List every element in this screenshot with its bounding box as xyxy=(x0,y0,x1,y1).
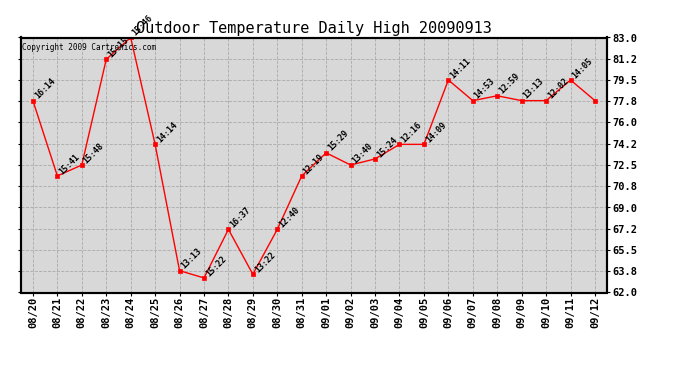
Text: 14:11: 14:11 xyxy=(448,56,473,80)
Text: 15:22: 15:22 xyxy=(204,254,228,278)
Text: 12:59: 12:59 xyxy=(497,72,521,96)
Text: 15:48: 15:48 xyxy=(82,141,106,165)
Text: 15:29: 15:29 xyxy=(326,129,351,153)
Text: 15:24: 15:24 xyxy=(375,135,399,159)
Text: 15:41: 15:41 xyxy=(57,152,81,176)
Text: 12:19: 12:19 xyxy=(302,152,326,176)
Text: Copyright 2009 Cartronics.com: Copyright 2009 Cartronics.com xyxy=(22,43,156,52)
Title: Outdoor Temperature Daily High 20090913: Outdoor Temperature Daily High 20090913 xyxy=(136,21,492,36)
Text: 14:09: 14:09 xyxy=(424,120,448,144)
Text: 14:05: 14:05 xyxy=(571,56,595,80)
Text: 13:40: 13:40 xyxy=(351,141,375,165)
Text: 16:14: 16:14 xyxy=(33,76,57,101)
Text: 13:13: 13:13 xyxy=(179,247,204,271)
Text: 16:37: 16:37 xyxy=(228,206,253,230)
Text: 14:14: 14:14 xyxy=(155,120,179,144)
Text: 12:02: 12:02 xyxy=(546,76,570,101)
Text: 13:22: 13:22 xyxy=(253,250,277,274)
Text: 15:46: 15:46 xyxy=(130,13,155,38)
Text: 14:53: 14:53 xyxy=(473,76,497,101)
Text: 13:13: 13:13 xyxy=(522,76,546,101)
Text: 15:15: 15:15 xyxy=(106,35,130,59)
Text: 12:16: 12:16 xyxy=(400,120,424,144)
Text: 12:40: 12:40 xyxy=(277,206,302,230)
